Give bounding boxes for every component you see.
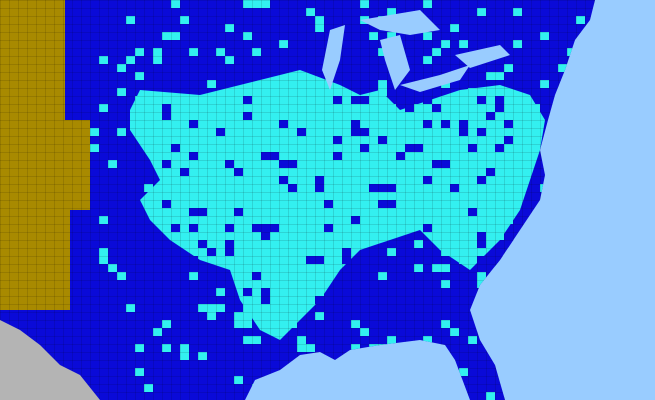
mexico (0, 320, 100, 400)
great-lakes (322, 10, 510, 92)
